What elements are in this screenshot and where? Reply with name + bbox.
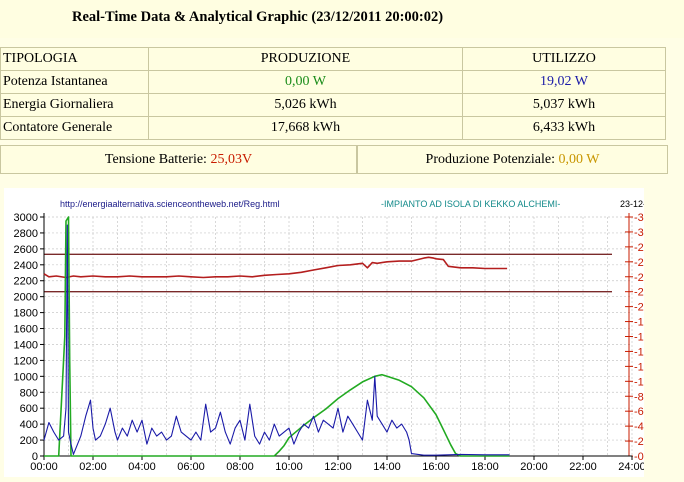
battery-voltage-series [43,256,508,279]
production-value: 17,668 kWh [148,116,463,140]
left-tick-label: 400 [20,419,38,431]
production-value: 0,00 W [148,70,463,94]
right-tick-label: -32 [634,212,644,224]
production-series [44,216,510,457]
right-tick-label: -20 [634,302,644,314]
usage-series [43,224,510,456]
table-row: Potenza Istantanea 0,00 W 19,02 W [0,70,666,94]
energy-chart: 0 200 400 600 800 1000 1200 1400 1600 1800 2000 220… [4,188,656,477]
right-tick-label: -16 [634,332,644,344]
row-label: Potenza Istantanea [0,70,149,94]
battery-voltage-label: Tensione Batterie: [104,152,211,167]
chart-svg: 0 200 400 600 800 1000 1200 1400 1600 1800 2000 220… [14,199,656,473]
chart-url-label: http://energiaalternativa.scienceonthewe… [60,199,280,209]
right-tick-label: -12 [634,361,644,373]
table-header-row: TIPOLOGIA PRODUZIONE UTILIZZO [0,47,666,71]
left-tick-label: 2600 [14,244,38,256]
right-tick-label: -30 [634,227,644,239]
chart-series [43,216,510,457]
x-tick-label: 16:00 [422,461,450,473]
x-tick-label: 02:00 [79,461,107,473]
left-tick-label: 1400 [14,339,38,351]
right-tick-label: -4 [634,421,644,433]
left-tick-label: 0 [32,451,38,463]
right-tick-label: -14 [634,346,644,358]
x-tick-label: 08:00 [226,461,254,473]
left-tick-label: 2200 [14,276,38,288]
left-tick-label: 2800 [14,228,38,240]
production-value: 5,026 kWh [148,93,463,117]
chart-date-label: 23-12-11 [620,199,644,209]
right-tick-label: -8 [634,391,644,403]
energy-table: TIPOLOGIA PRODUZIONE UTILIZZO Potenza Is… [0,47,666,140]
right-tick-label: -24 [634,272,644,284]
usage-value: 6,433 kWh [462,116,666,140]
table-row: Contatore Generale 17,668 kWh 6,433 kWh [0,116,666,140]
chart-axes: 0 200 400 600 800 1000 1200 1400 1600 1800 2000 220… [14,212,650,473]
battery-voltage-cell: Tensione Batterie: 25,03V [0,145,357,174]
x-tick-label: 24:00 [618,461,644,473]
left-tick-label: 3000 [14,212,38,224]
right-tick-label: -26 [634,257,644,269]
usage-value: 5,037 kWh [462,93,666,117]
potential-production-value: 0,00 W [558,152,600,167]
left-tick-label: 200 [20,435,38,447]
x-tick-label: 18:00 [471,461,499,473]
x-tick-label: 20:00 [520,461,548,473]
left-tick-label: 2400 [14,260,38,272]
left-tick-label: 800 [20,387,38,399]
page-title: Real-Time Data & Analytical Graphic (23/… [72,9,444,25]
x-tick-label: 04:00 [128,461,156,473]
x-tick-label: 14:00 [373,461,401,473]
left-tick-label: 1000 [14,371,38,383]
row-label: Contatore Generale [0,116,149,140]
x-tick-label: 06:00 [177,461,205,473]
left-tick-label: 1800 [14,308,38,320]
usage-value: 19,02 W [462,70,666,94]
table-header-tipologia: TIPOLOGIA [0,47,149,71]
right-tick-label: -28 [634,242,644,254]
left-tick-label: 1200 [14,355,38,367]
table-header-utilizzo: UTILIZZO [462,47,666,71]
right-tick-label: -22 [634,287,644,299]
table-header-produzione: PRODUZIONE [148,47,463,71]
left-tick-label: 1600 [14,324,38,336]
row-label: Energia Giornaliera [0,93,149,117]
report-header: Real-Time Data & Analytical Graphic (23/… [0,0,684,38]
x-tick-label: 10:00 [275,461,303,473]
right-tick-label: -2 [634,436,644,448]
x-tick-label: 00:00 [30,461,58,473]
x-tick-label: 22:00 [569,461,597,473]
right-tick-label: -18 [634,317,644,329]
left-tick-label: 2000 [14,292,38,304]
right-tick-label: -10 [634,376,644,388]
chart-plant-label: -IMPIANTO AD ISOLA DI KEKKO ALCHEMI- [381,199,560,209]
table-row: Energia Giornaliera 5,026 kWh 5,037 kWh [0,93,666,117]
potential-production-cell: Produzione Potenziale: 0,00 W [357,145,668,174]
x-tick-label: 12:00 [324,461,352,473]
right-tick-label: -6 [634,406,644,418]
battery-voltage-value: 25,03V [210,152,253,167]
potential-production-label: Produzione Potenziale: [425,152,559,167]
right-tick-label: -0 [634,451,644,463]
left-tick-label: 600 [20,403,38,415]
